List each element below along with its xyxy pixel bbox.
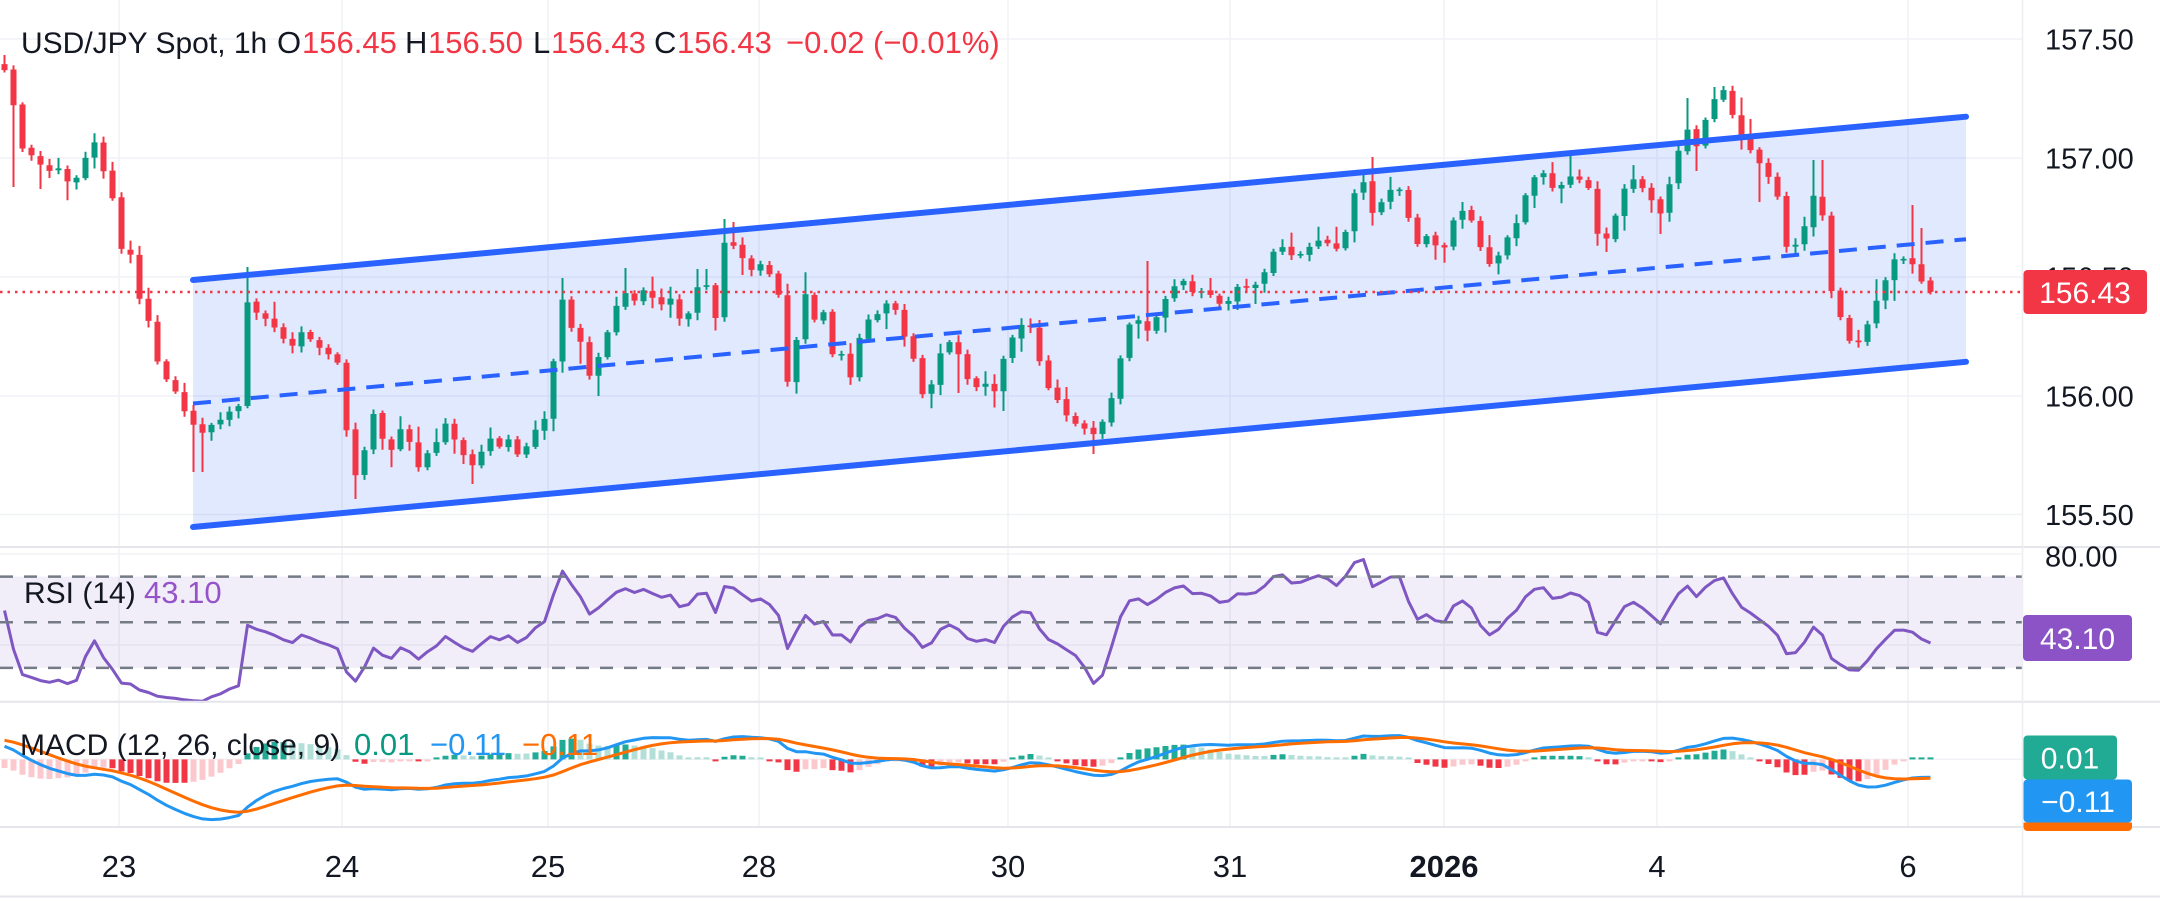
svg-text:H: H [405,25,427,60]
svg-text:156.43: 156.43 [2039,277,2131,310]
svg-text:31: 31 [1213,849,1247,884]
svg-text:USD/JPY Spot, 1h: USD/JPY Spot, 1h [21,27,267,60]
svg-text:156.50: 156.50 [428,25,523,60]
svg-text:25: 25 [531,849,565,884]
svg-text:O: O [277,25,301,60]
svg-text:156.00: 156.00 [2045,382,2134,414]
svg-text:2026: 2026 [1410,849,1479,884]
svg-text:157.00: 157.00 [2045,144,2134,176]
svg-text:RSI (14): RSI (14) [24,577,136,610]
svg-text:23: 23 [102,849,136,884]
svg-text:C: C [654,25,676,60]
svg-text:157.50: 157.50 [2045,25,2134,57]
svg-text:4: 4 [1648,849,1665,884]
svg-text:6: 6 [1899,849,1916,884]
svg-text:0.01: 0.01 [354,727,414,762]
svg-text:156.43: 156.43 [677,25,772,60]
svg-text:155.50: 155.50 [2045,500,2134,532]
svg-text:43.10: 43.10 [144,575,222,610]
svg-text:30: 30 [991,849,1025,884]
svg-text:L: L [533,25,550,60]
svg-text:−0.11: −0.11 [430,727,506,762]
svg-text:28: 28 [742,849,776,884]
svg-text:−0.11: −0.11 [2041,786,2115,819]
svg-text:156.45: 156.45 [302,25,397,60]
svg-text:24: 24 [325,849,359,884]
svg-text:MACD (12, 26, close, 9): MACD (12, 26, close, 9) [20,729,340,762]
svg-text:80.00: 80.00 [2045,542,2118,574]
svg-text:156.43: 156.43 [551,25,646,60]
svg-text:−0.11: −0.11 [522,727,598,762]
svg-text:−0.02 (−0.01%): −0.02 (−0.01%) [786,25,1000,60]
svg-text:43.10: 43.10 [2040,623,2115,656]
svg-text:0.01: 0.01 [2041,743,2099,776]
